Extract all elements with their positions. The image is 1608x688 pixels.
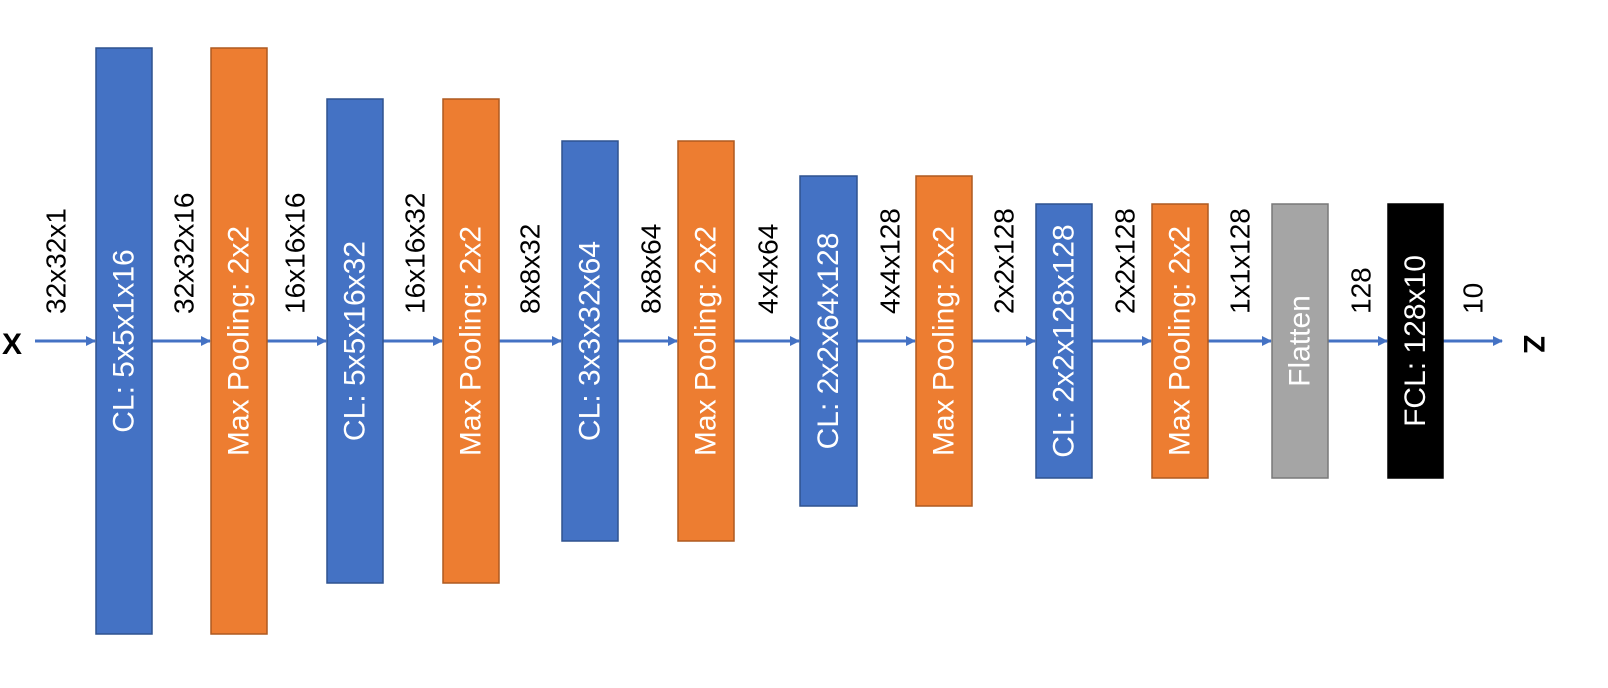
tensor-shape-label: 128	[1346, 267, 1377, 314]
pool-layer-block	[1151, 203, 1209, 479]
conv-layer-block	[95, 47, 153, 635]
dims-layer: 32x32x1 32x32x16 16x16x16 16x16x32 8x8x32 8x8…	[41, 193, 1489, 314]
conv-layer-block	[1035, 203, 1093, 479]
tensor-shape-label: 4x4x64	[753, 224, 784, 314]
pool-layer-label: Max Pooling: 2x2	[690, 226, 723, 456]
pool-layer-label: Max Pooling: 2x2	[455, 226, 488, 456]
pool-layer-block	[442, 98, 500, 584]
tensor-shape-label: 8x8x32	[515, 224, 546, 314]
pool-layer-block	[677, 140, 735, 542]
blocks-layer: CL: 5x5x1x16 Max Pooling: 2x2 CL: 5x5x16x3…	[95, 47, 1444, 635]
conv-layer-block	[561, 140, 619, 542]
tensor-shape-label: 2x2x128	[1110, 208, 1141, 314]
tensor-shape-label: 32x32x16	[169, 193, 200, 314]
conv-layer-label: CL: 5x5x1x16	[108, 249, 141, 432]
tensor-shape-label: 4x4x128	[875, 208, 906, 314]
tensor-shape-label: 16x16x16	[280, 193, 311, 314]
tensor-shape-label: 16x16x32	[400, 193, 431, 314]
tensor-shape-label: 1x1x128	[1225, 208, 1256, 314]
conv-layer-block	[326, 98, 384, 584]
fcl-layer-block	[1387, 203, 1444, 479]
conv-layer-block	[799, 175, 858, 507]
pool-layer-label: Max Pooling: 2x2	[1164, 226, 1197, 456]
conv-layer-label: CL: 2x2x64x128	[812, 233, 845, 450]
fcl-layer-label: FCL: 128x10	[1399, 255, 1432, 427]
flatten-layer-block	[1271, 203, 1329, 479]
conv-layer-label: CL: 3x3x32x64	[574, 241, 607, 441]
flatten-layer-label: Flatten	[1284, 295, 1317, 387]
conv-layer-label: CL: 5x5x16x32	[339, 241, 372, 441]
pool-layer-label: Max Pooling: 2x2	[928, 226, 961, 456]
pool-layer-block	[210, 47, 268, 635]
tensor-shape-label: 10	[1458, 283, 1489, 314]
input-label: X	[2, 328, 22, 361]
tensor-shape-label: 2x2x128	[989, 208, 1020, 314]
tensor-shape-label: 8x8x64	[636, 224, 667, 314]
output-label: Z	[1517, 335, 1550, 353]
tensor-shape-label: 32x32x1	[41, 208, 72, 314]
pool-layer-block	[915, 175, 973, 507]
conv-layer-label: CL: 2x2x128x128	[1048, 224, 1081, 458]
pool-layer-label: Max Pooling: 2x2	[223, 226, 256, 456]
